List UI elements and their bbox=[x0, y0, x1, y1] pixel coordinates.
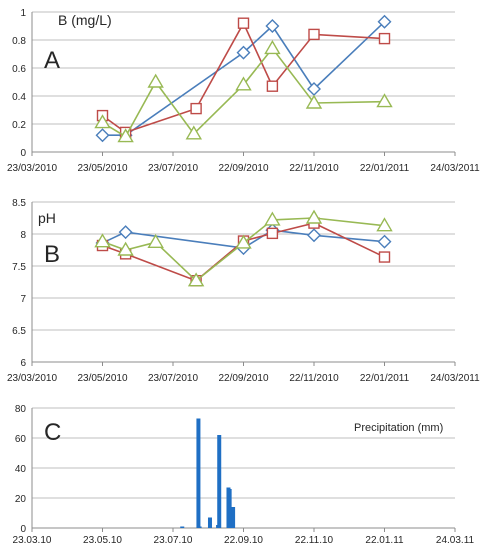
data-point-diamond bbox=[118, 225, 133, 240]
panel-a-chart: 0 0.2 0.4 0.6 0.8 1 23/03/2010 23/05/2010 23/07/… bbox=[7, 8, 480, 174]
y-tick-label: 0 bbox=[20, 524, 26, 535]
y-tick-label: 0 bbox=[20, 148, 26, 159]
y-tick-label: 0.8 bbox=[12, 36, 26, 47]
y-axis-label: B (mg/L) bbox=[58, 12, 112, 28]
precipitation-bar bbox=[180, 526, 185, 528]
x-tick-label: 23/03/2010 bbox=[7, 163, 57, 174]
data-point-triangle bbox=[185, 125, 203, 140]
x-tick-label: 23/05/2010 bbox=[77, 373, 127, 384]
x-tick-label: 23/05/2010 bbox=[77, 163, 127, 174]
data-point-triangle bbox=[187, 272, 205, 287]
x-tick-label: 24.03.11 bbox=[436, 535, 475, 546]
x-tick-label: 22/01/2011 bbox=[360, 163, 410, 174]
precipitation-bar bbox=[231, 507, 236, 528]
precipitation-bar bbox=[207, 517, 212, 528]
data-point-triangle bbox=[94, 233, 111, 248]
data-point-diamond bbox=[265, 19, 280, 33]
data-point-triangle bbox=[376, 93, 393, 108]
panel-b-chart: 6 6.5 7 7.5 8 8.5 23/03/2010 23/05/2010 23/07/20… bbox=[7, 198, 480, 384]
precipitation-bar bbox=[227, 489, 232, 528]
y-tick-label: 6 bbox=[20, 358, 26, 369]
y-tick-label: 7.5 bbox=[12, 262, 26, 273]
data-point-square bbox=[237, 17, 250, 29]
data-point-diamond bbox=[307, 228, 321, 243]
x-tick-label: 22.11.10 bbox=[295, 535, 334, 546]
data-point-triangle bbox=[264, 211, 281, 226]
y-tick-label: 6.5 bbox=[12, 326, 26, 337]
data-point-triangle bbox=[235, 76, 252, 91]
data-point-square bbox=[378, 251, 391, 263]
data-point-square bbox=[266, 80, 279, 92]
data-point-triangle bbox=[147, 73, 164, 88]
x-tick-label: 22.09.10 bbox=[224, 535, 263, 546]
x-tick-label: 23.07.10 bbox=[154, 535, 193, 546]
y-tick-label: 0.4 bbox=[12, 92, 26, 103]
panel-label: B bbox=[44, 241, 60, 268]
series-line bbox=[102, 47, 385, 138]
x-tick-label: 22/11/2010 bbox=[289, 163, 339, 174]
precipitation-bar bbox=[197, 526, 202, 528]
data-point-square bbox=[266, 227, 279, 240]
x-tick-label: 24/03/2011 bbox=[430, 373, 480, 384]
x-tick-label: 23.03.10 bbox=[13, 535, 52, 546]
data-point-triangle bbox=[117, 241, 134, 256]
y-tick-label: 7 bbox=[20, 294, 26, 305]
data-point-triangle bbox=[376, 217, 393, 232]
data-point-diamond bbox=[95, 128, 110, 143]
y-tick-label: 0.2 bbox=[12, 120, 26, 131]
panel-label: C bbox=[44, 419, 61, 446]
data-point-triangle bbox=[235, 234, 252, 249]
y-tick-label: 40 bbox=[15, 464, 27, 475]
y-axis-label: pH bbox=[38, 210, 56, 226]
y-tick-label: 80 bbox=[15, 404, 27, 415]
data-point-triangle bbox=[264, 40, 281, 55]
x-tick-label: 22/09/2010 bbox=[218, 163, 268, 174]
data-point-diamond bbox=[377, 14, 392, 29]
data-point-triangle bbox=[94, 114, 111, 129]
y-tick-label: 60 bbox=[15, 434, 27, 445]
data-point-square bbox=[308, 28, 320, 41]
data-point-diamond bbox=[236, 45, 251, 60]
chart-title: Precipitation (mm) bbox=[354, 422, 443, 434]
data-point-triangle bbox=[117, 128, 134, 143]
x-tick-label: 22/11/2010 bbox=[289, 373, 339, 384]
y-tick-label: 8 bbox=[20, 230, 26, 241]
x-tick-label: 22.01.11 bbox=[365, 535, 404, 546]
precipitation-bar bbox=[217, 435, 222, 528]
x-tick-label: 23/07/2010 bbox=[148, 373, 198, 384]
x-tick-label: 22/01/2011 bbox=[360, 373, 410, 384]
panel-c-chart: 0 20 40 60 80 23.03.10 23.05.10 23.07.10 22.09.1… bbox=[13, 404, 475, 546]
data-point-triangle bbox=[305, 94, 323, 109]
data-point-triangle bbox=[147, 233, 164, 249]
x-tick-label: 24/03/2011 bbox=[430, 163, 480, 174]
panel-label: A bbox=[44, 47, 60, 74]
x-tick-label: 23/03/2010 bbox=[7, 373, 57, 384]
data-point-triangle bbox=[305, 209, 323, 224]
x-tick-label: 23.05.10 bbox=[83, 535, 122, 546]
data-point-square bbox=[378, 32, 391, 45]
y-tick-label: 0.6 bbox=[12, 64, 26, 75]
data-point-diamond bbox=[377, 234, 392, 249]
x-tick-label: 23/07/2010 bbox=[148, 163, 198, 174]
x-tick-label: 22/09/2010 bbox=[218, 373, 268, 384]
y-tick-label: 1 bbox=[20, 8, 26, 19]
precipitation-bar bbox=[196, 418, 201, 528]
data-point-square bbox=[190, 102, 202, 115]
y-tick-label: 20 bbox=[15, 494, 27, 505]
y-tick-label: 8.5 bbox=[12, 198, 26, 209]
series-line bbox=[102, 217, 385, 282]
